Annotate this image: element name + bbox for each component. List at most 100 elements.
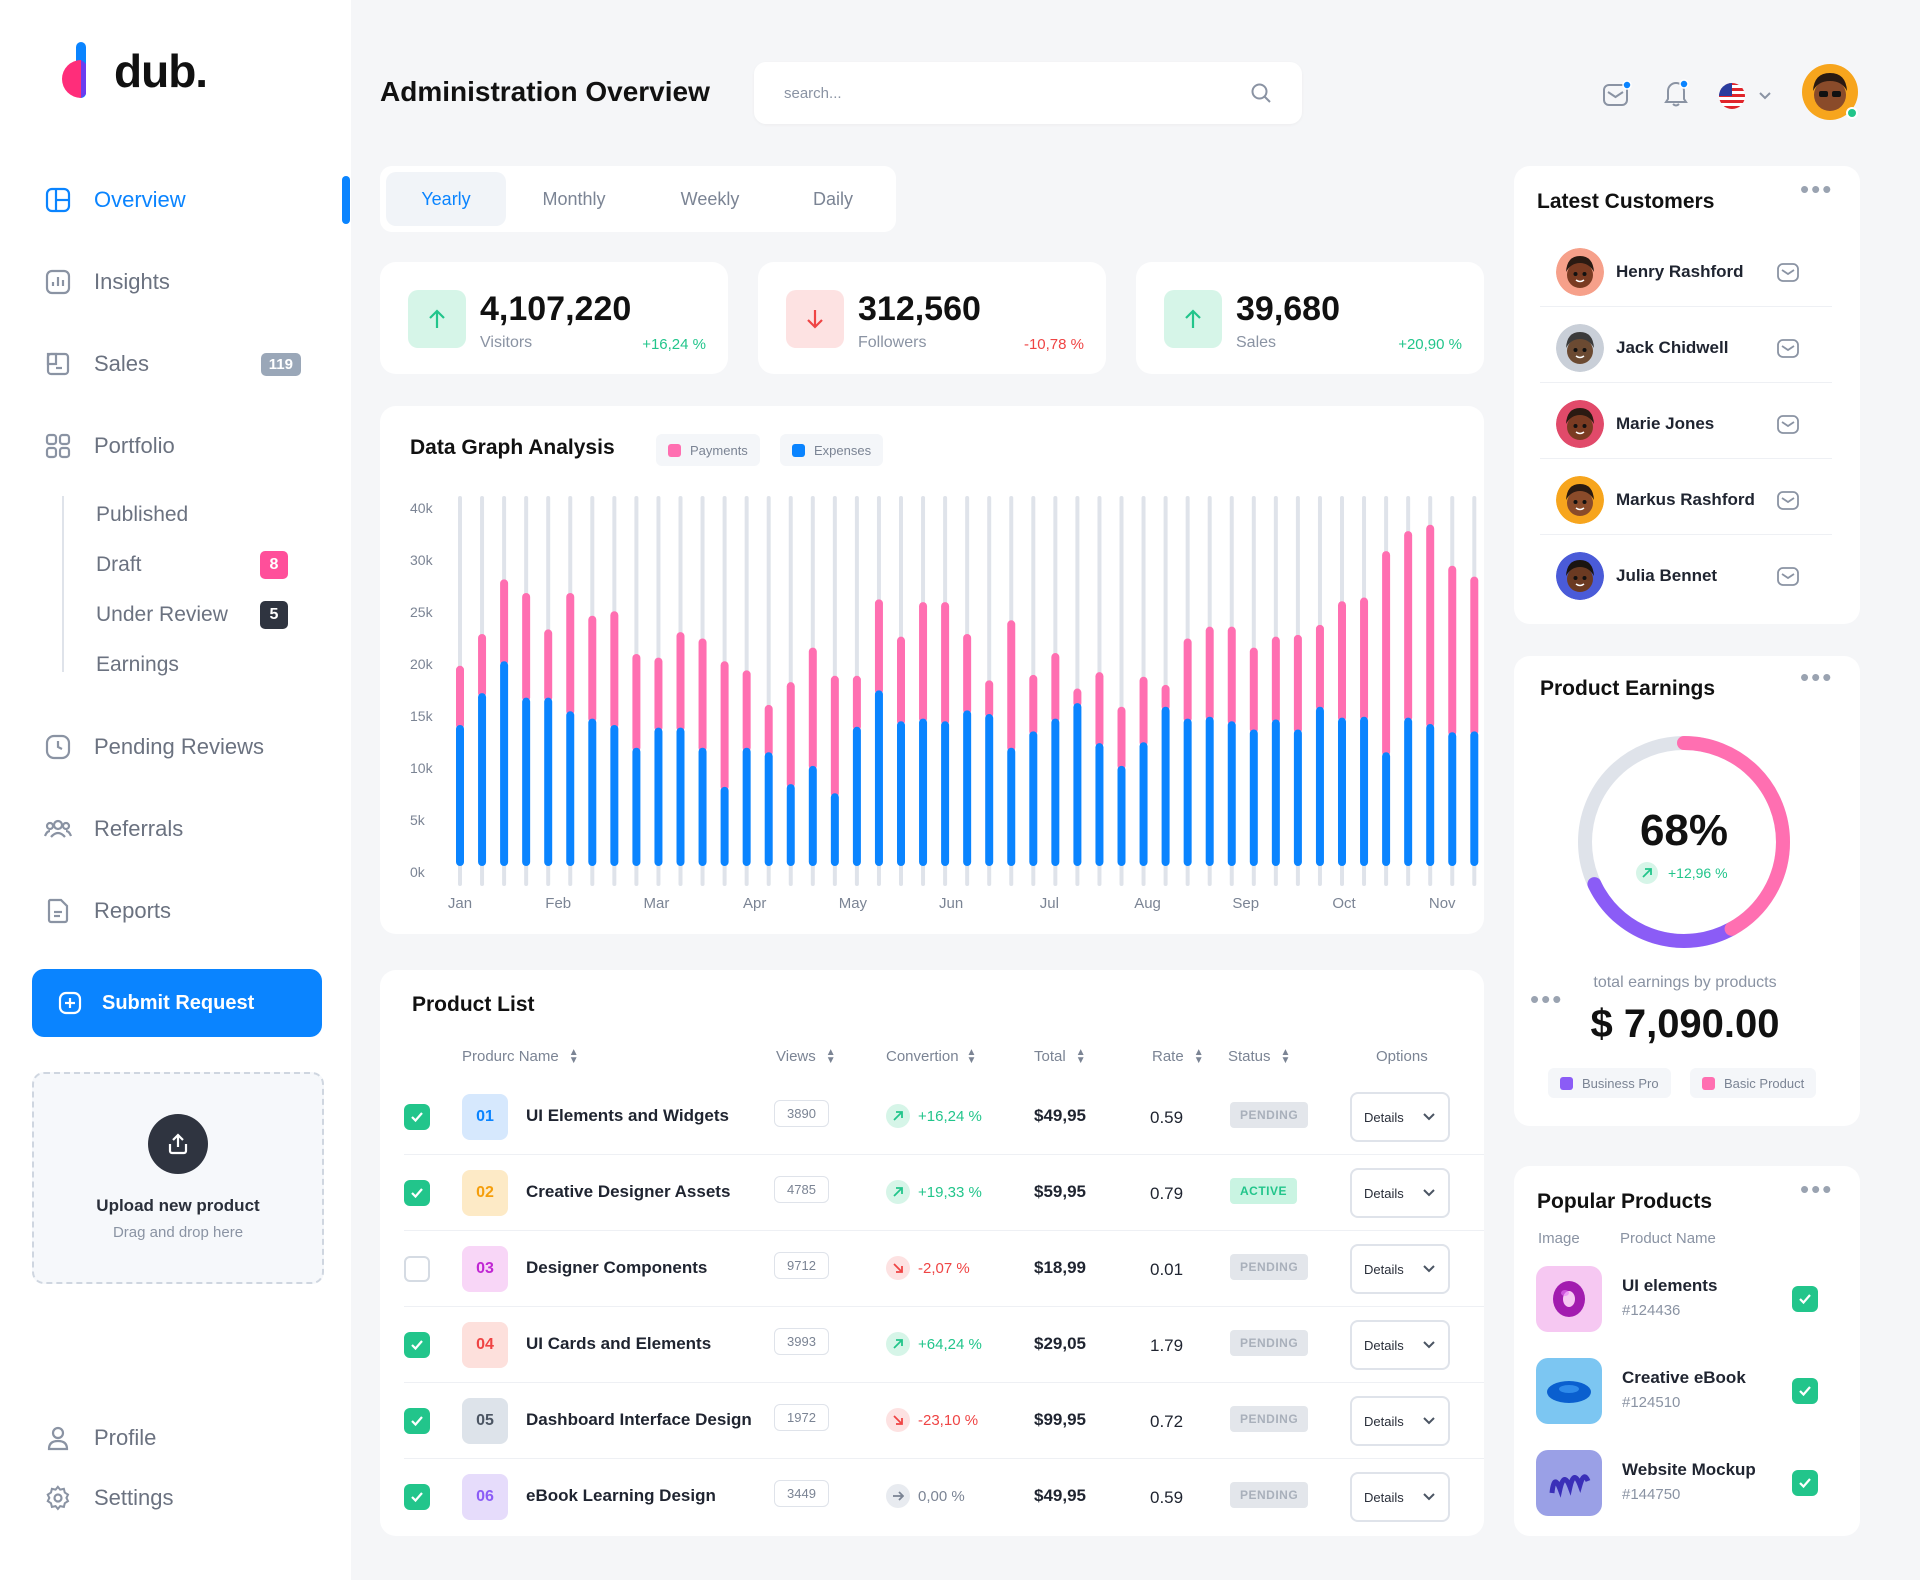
latest-customers-card [1514,166,1860,624]
nav-referrals[interactable]: Referrals [44,809,304,849]
nav-draft[interactable]: Draft 8 [96,551,296,579]
check-icon[interactable] [1792,1286,1818,1312]
customer-avatar [1556,552,1604,600]
details-dropdown[interactable]: Details [1350,1168,1450,1218]
details-dropdown[interactable]: Details [1350,1472,1450,1522]
earnings-more-icon[interactable]: ••• [1800,662,1834,692]
bar-payments [500,579,509,666]
checkbox-checked[interactable] [404,1484,430,1510]
checkbox-checked[interactable] [404,1332,430,1358]
legend-expenses[interactable]: Expenses [780,434,884,466]
details-dropdown[interactable]: Details [1350,1092,1450,1142]
checkbox-checked[interactable] [404,1180,430,1206]
details-dropdown[interactable]: Details [1350,1396,1450,1446]
row-checkbox-cell [404,1104,430,1130]
tab-monthly[interactable]: Monthly [542,188,606,209]
product-name[interactable]: Creative Designer Assets [526,1182,731,1201]
customer-item[interactable]: Markus Rashford [1540,462,1830,538]
tab-weekly[interactable]: Weekly [680,188,740,209]
tab-daily[interactable]: Daily [812,188,853,209]
details-label: Details [1364,1109,1404,1125]
bar-payments [1293,634,1302,734]
mail-icon[interactable] [1776,489,1800,511]
customer-item[interactable]: Julia Bennet [1540,538,1830,614]
language-selector[interactable] [1718,82,1772,110]
popular-product-row[interactable]: UI elements #124436 [1536,1266,1836,1336]
x-tick-label: Jan [448,895,472,912]
page-title: Administration Overview [380,76,710,107]
check-icon[interactable] [1792,1378,1818,1404]
check-icon[interactable] [1792,1470,1818,1496]
th-status[interactable]: Status ▲ ▼ [1228,1047,1290,1065]
nav-settings[interactable]: Settings [44,1478,304,1518]
nav-under-review[interactable]: Under Review 5 [96,601,296,629]
product-name[interactable]: Designer Components [526,1258,708,1277]
customer-item[interactable]: Jack Chidwell [1540,310,1830,386]
mail-button[interactable] [1602,80,1632,113]
legend-payments[interactable]: Payments [656,434,760,466]
popular-product-row[interactable]: Website Mockup #144750 [1536,1450,1836,1520]
popular-product-row[interactable]: Creative eBook #124510 [1536,1358,1836,1428]
mail-icon[interactable] [1776,413,1800,435]
bar-expenses [1183,718,1192,866]
details-dropdown[interactable]: Details [1350,1320,1450,1370]
user-avatar[interactable] [1802,64,1858,120]
bar-expenses [1095,743,1104,866]
latest-customers-title: Latest Customers [1537,190,1715,213]
product-name[interactable]: UI Elements and Widgets [526,1106,729,1125]
row-checkbox-cell [404,1256,430,1282]
bar-payments [654,657,663,732]
stat-card-followers: 312,560 Followers -10,78 % [758,262,1106,374]
nav-portfolio[interactable]: Portfolio [44,426,304,466]
checkbox-checked[interactable] [404,1408,430,1434]
nav-pending-reviews[interactable]: Pending Reviews [44,727,304,767]
customer-item[interactable]: Henry Rashford [1540,234,1830,310]
submit-request-button[interactable]: Submit Request [32,969,322,1037]
bar-payments [1029,674,1038,736]
bell-icon [1664,79,1689,107]
th-views[interactable]: Views ▲ ▼ [776,1047,836,1065]
th-total[interactable]: Total ▲ ▼ [1034,1047,1086,1065]
bar-expenses [1271,719,1280,866]
product-name[interactable]: Dashboard Interface Design [526,1410,752,1429]
customer-name: Markus Rashford [1616,490,1755,509]
popular-product-name: Website Mockup [1622,1460,1756,1479]
nav-insights[interactable]: Insights [44,262,304,302]
popular-col-image: Image [1538,1230,1580,1247]
search-icon[interactable] [1250,82,1272,104]
nav-published[interactable]: Published [96,503,296,527]
checkbox-unchecked[interactable] [404,1256,430,1282]
status-badge: PENDING [1230,1102,1309,1128]
th-name[interactable]: Produrc Name ▲ ▼ [462,1047,579,1065]
product-name[interactable]: eBook Learning Design [526,1486,716,1505]
nav-sales[interactable]: Sales 119 [44,344,301,384]
checkbox-checked[interactable] [404,1104,430,1130]
mail-icon[interactable] [1776,337,1800,359]
customer-item[interactable]: Marie Jones [1540,386,1830,462]
details-dropdown[interactable]: Details [1350,1244,1450,1294]
nav-earnings[interactable]: Earnings [96,653,296,677]
legend-basic-product[interactable]: Basic Product [1690,1068,1817,1098]
product-ring-image [1536,1358,1602,1424]
product-name[interactable]: UI Cards and Elements [526,1334,712,1353]
notifications-button[interactable] [1662,78,1690,113]
popular-more-icon[interactable]: ••• [1800,1174,1834,1204]
bar-payments [941,602,950,726]
tab-yearly[interactable]: Yearly [386,172,506,226]
nav-reports[interactable]: Reports [44,891,304,931]
nav-profile[interactable]: Profile [44,1418,304,1458]
bar-payments [897,636,905,726]
th-conversion[interactable]: Convertion ▲ ▼ [886,1047,976,1065]
status-badge: PENDING [1230,1482,1309,1508]
mail-icon[interactable] [1776,261,1800,283]
bar-expenses [698,747,707,866]
mail-icon[interactable] [1776,565,1800,587]
customers-more-icon[interactable]: ••• [1800,174,1834,204]
legend-business-pro[interactable]: Business Pro [1548,1068,1671,1098]
logo[interactable]: dub. [54,42,208,100]
th-rate[interactable]: Rate ▲ ▼ [1152,1047,1204,1065]
nav-overview[interactable]: Overview [44,180,304,220]
upload-dropzone[interactable]: Upload new product Drag and drop here [32,1072,324,1284]
search-input[interactable] [784,84,1250,102]
customer-avatar [1556,400,1604,448]
